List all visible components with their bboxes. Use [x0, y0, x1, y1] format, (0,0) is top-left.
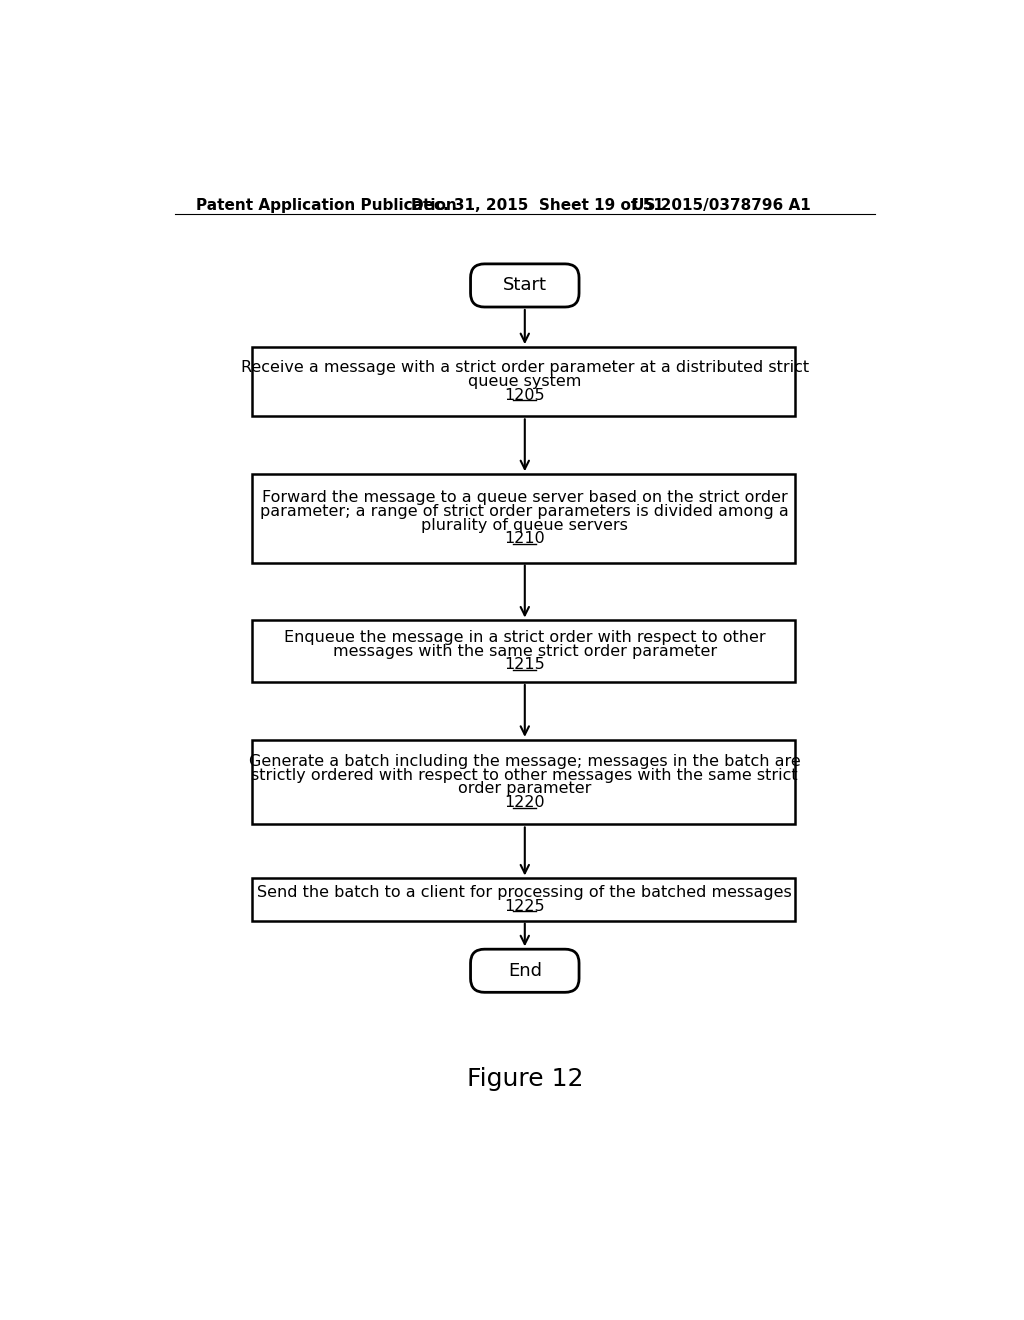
Text: plurality of queue servers: plurality of queue servers	[421, 517, 629, 533]
Bar	[252, 878, 795, 921]
Text: 1210: 1210	[505, 532, 545, 546]
Text: US 2015/0378796 A1: US 2015/0378796 A1	[632, 198, 811, 214]
Text: Send the batch to a client for processing of the batched messages: Send the batch to a client for processin…	[257, 886, 793, 900]
Bar	[252, 739, 795, 825]
Text: Start: Start	[503, 276, 547, 294]
Text: 1205: 1205	[505, 388, 545, 403]
FancyBboxPatch shape	[471, 949, 579, 993]
Text: queue system: queue system	[468, 374, 582, 389]
Text: Generate a batch including the message; messages in the batch are: Generate a batch including the message; …	[249, 754, 801, 770]
Text: Forward the message to a queue server based on the strict order: Forward the message to a queue server ba…	[262, 490, 787, 506]
Text: 1220: 1220	[505, 795, 545, 810]
Text: 1225: 1225	[505, 899, 545, 913]
Text: strictly ordered with respect to other messages with the same strict: strictly ordered with respect to other m…	[252, 768, 798, 783]
Text: messages with the same strict order parameter: messages with the same strict order para…	[333, 644, 717, 659]
Text: order parameter: order parameter	[458, 781, 592, 796]
Bar	[252, 347, 795, 416]
Text: Figure 12: Figure 12	[467, 1067, 583, 1090]
Bar	[252, 620, 795, 682]
FancyBboxPatch shape	[471, 264, 579, 308]
Bar	[252, 474, 795, 562]
Text: parameter; a range of strict order parameters is divided among a: parameter; a range of strict order param…	[260, 504, 790, 519]
Text: Patent Application Publication: Patent Application Publication	[197, 198, 457, 214]
Text: Dec. 31, 2015  Sheet 19 of 51: Dec. 31, 2015 Sheet 19 of 51	[411, 198, 664, 214]
Text: Receive a message with a strict order parameter at a distributed strict: Receive a message with a strict order pa…	[241, 360, 809, 375]
Text: End: End	[508, 962, 542, 979]
Text: Enqueue the message in a strict order with respect to other: Enqueue the message in a strict order wi…	[284, 630, 766, 645]
Text: 1215: 1215	[505, 657, 545, 672]
